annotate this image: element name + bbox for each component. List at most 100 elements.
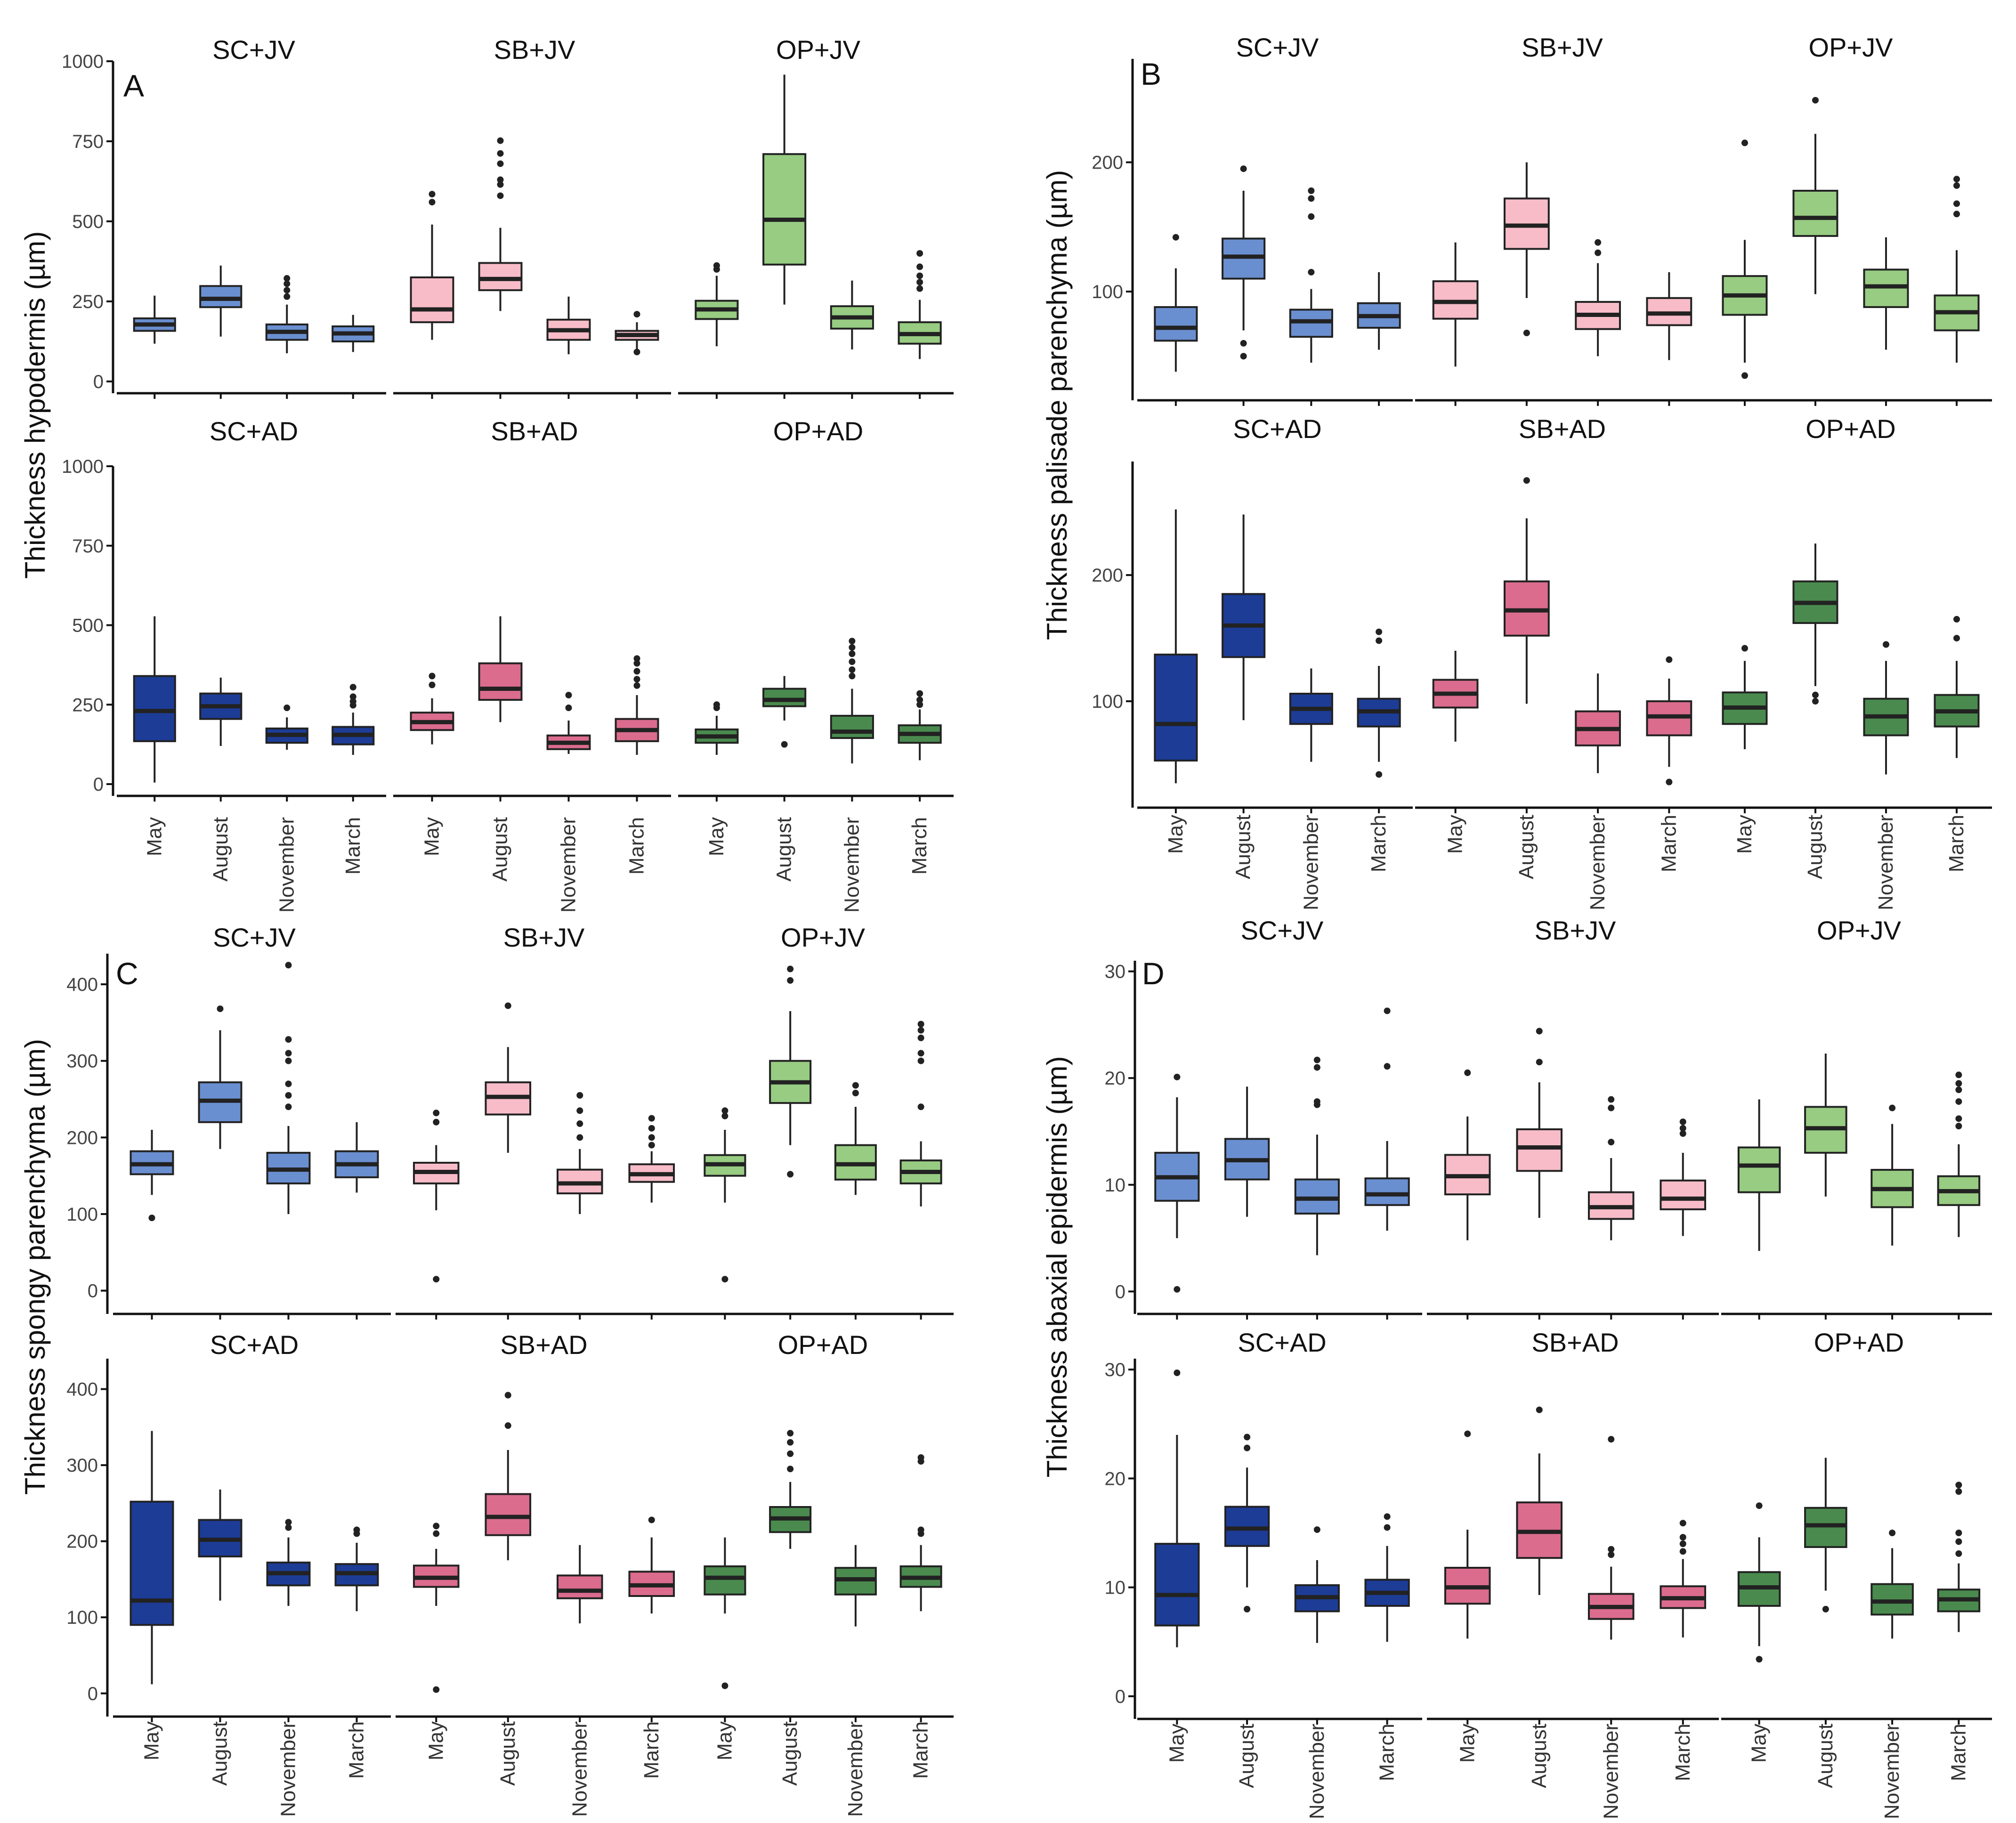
outlier-point — [1741, 139, 1748, 146]
outlier-point — [1174, 1073, 1181, 1080]
box-may: May — [1722, 645, 1768, 854]
box-november — [1294, 1056, 1340, 1320]
outlier-point — [1313, 1064, 1320, 1071]
outlier-point — [1822, 1605, 1829, 1612]
box-august: August — [485, 1392, 532, 1786]
box-may — [413, 1110, 460, 1320]
outlier-point — [1953, 200, 1960, 207]
x-tick-label: August — [209, 817, 232, 882]
outlier-point — [648, 1115, 655, 1122]
box-november: November — [1294, 1526, 1340, 1819]
outlier-point — [1308, 213, 1315, 220]
box-iqr — [762, 153, 807, 266]
y-tick-label: 0 — [88, 1684, 98, 1704]
outlier-point — [917, 1050, 924, 1057]
panel-d: D Thickness abaxial epidermis (µm) 0 10 20 30… — [1041, 916, 1992, 1819]
box-august — [1792, 97, 1838, 406]
box-may: May — [1154, 509, 1198, 854]
outlier-point — [148, 1215, 155, 1222]
facet-row-2: 100 200 SC+AD May August November March SB+AD Ma… — [1092, 414, 1992, 910]
x-tick-label: August — [489, 817, 512, 882]
outlier-point — [1595, 239, 1602, 246]
outlier-point — [648, 1134, 655, 1141]
group-sc-ad: SC+AD May August November March — [113, 1330, 391, 1817]
box-august — [1224, 1086, 1270, 1320]
outlier-point — [917, 1057, 924, 1064]
y-tick-label: 10 — [1105, 1175, 1126, 1196]
y-tick-label: 200 — [66, 1531, 98, 1552]
outlier-point — [633, 348, 640, 356]
box-march: March — [899, 1454, 942, 1779]
box-march: March — [898, 690, 942, 875]
outlier-point — [1953, 182, 1960, 189]
box-march — [899, 1021, 942, 1320]
box-november — [265, 275, 308, 399]
x-tick-label: May — [1456, 1724, 1479, 1763]
x-tick-label: May — [1748, 1724, 1771, 1763]
group-sc-jv: SC+JV — [1137, 916, 1422, 1320]
x-tick-label: March — [908, 817, 931, 875]
outlier-point — [787, 965, 794, 972]
box-march: March — [615, 655, 659, 875]
facet-title: SC+AD — [1233, 414, 1321, 444]
outlier-point — [1608, 1436, 1615, 1443]
box-august — [1222, 165, 1266, 406]
box-iqr — [1224, 1506, 1270, 1547]
box-iqr — [1294, 1178, 1340, 1215]
x-tick-label: November — [1874, 815, 1897, 910]
x-tick-label: November — [557, 817, 580, 913]
y-tick-label: 200 — [1092, 565, 1123, 586]
box-august: August — [478, 616, 523, 882]
outlier-point — [1679, 1520, 1686, 1527]
outlier-point — [1741, 372, 1748, 379]
outlier-point — [1384, 1524, 1391, 1531]
x-tick-label: November — [844, 1721, 867, 1817]
outlier-point — [1955, 1538, 1962, 1545]
box-august — [485, 1002, 532, 1320]
x-tick-label: May — [1164, 815, 1187, 854]
y-tick-label: 250 — [72, 292, 104, 312]
y-tick-label: 0 — [1115, 1281, 1125, 1302]
box-may — [1432, 242, 1479, 406]
outlier-point — [1953, 211, 1960, 218]
facet-title: SB+AD — [500, 1330, 587, 1360]
box-august: August — [1516, 1406, 1563, 1788]
outlier-point — [497, 160, 504, 167]
outlier-point — [852, 1082, 859, 1089]
outlier-point — [1376, 771, 1383, 778]
box-march — [1646, 272, 1692, 406]
outlier-point — [576, 1120, 583, 1127]
x-tick-label: November — [1299, 815, 1322, 910]
x-tick-label: August — [1235, 1724, 1258, 1788]
box-may — [1444, 1069, 1491, 1320]
outlier-point — [1955, 1071, 1962, 1078]
outlier-point — [787, 1430, 794, 1437]
facet-title: OP+AD — [1814, 1328, 1904, 1357]
panel-letter: C — [116, 956, 138, 991]
x-tick-label: March — [625, 817, 648, 875]
box-iqr — [199, 285, 243, 308]
group-op-jv: OP+JV — [678, 35, 954, 399]
y-tick-label: 0 — [88, 1281, 98, 1302]
outlier-point — [349, 698, 356, 705]
outlier-point — [1679, 1118, 1686, 1126]
y-tick-label: 200 — [1092, 153, 1123, 173]
outlier-point — [285, 1092, 292, 1099]
box-march — [1364, 1007, 1410, 1320]
x-tick-label: November — [1599, 1724, 1622, 1819]
outlier-point — [648, 1125, 655, 1132]
box-may: May — [695, 701, 739, 856]
outlier-point — [497, 192, 504, 199]
x-tick-label: March — [1947, 1724, 1970, 1781]
outlier-point — [781, 741, 788, 748]
x-tick-label: November — [1305, 1724, 1328, 1819]
x-tick-label: August — [496, 1721, 519, 1786]
outlier-point — [429, 191, 436, 198]
box-march — [1937, 1071, 1981, 1320]
box-may: May — [1444, 1430, 1491, 1763]
outlier-point — [1666, 656, 1673, 663]
x-tick-label: November — [1880, 1724, 1903, 1819]
x-tick-label: May — [1444, 815, 1467, 854]
outlier-point — [429, 199, 436, 206]
outlier-point — [1240, 340, 1247, 347]
